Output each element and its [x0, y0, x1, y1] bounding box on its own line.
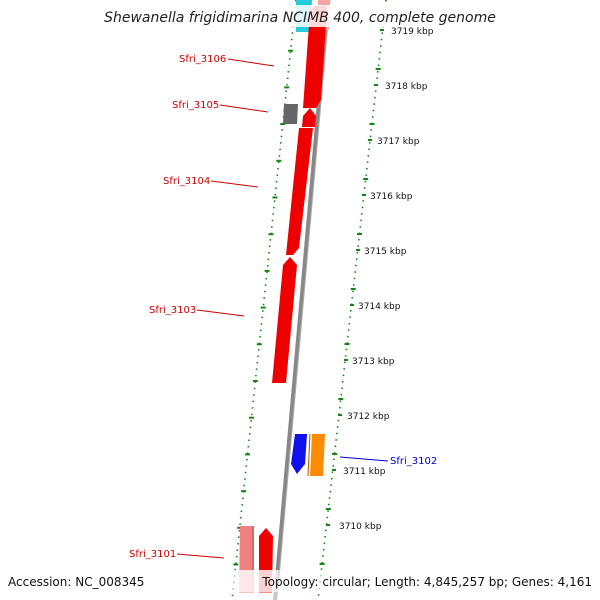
kbp-tick-label: 3717 kbp [377, 137, 420, 147]
kbp-tick-label: 3714 kbp [358, 302, 401, 312]
kbp-tick-label: 3710 kbp [339, 522, 382, 532]
footer-backdrop [0, 570, 600, 592]
gene-sfri-3105-grey[interactable] [283, 104, 298, 124]
accession-text: Accession: NC_008345 [8, 575, 144, 589]
label-sfri-3106[interactable]: Sfri_3106 [179, 54, 226, 65]
gene-sfri-3105-red[interactable] [302, 108, 316, 127]
label-sfri-3102[interactable]: Sfri_3102 [390, 456, 437, 467]
leader-sfri-3101 [176, 553, 225, 559]
title-backdrop [108, 5, 494, 27]
label-sfri-3105[interactable]: Sfri_3105 [172, 100, 219, 111]
label-sfri-3103[interactable]: Sfri_3103 [149, 305, 196, 316]
leader-sfri-3105 [219, 104, 269, 113]
gene-sfri-3103[interactable] [272, 257, 297, 383]
label-sfri-3104[interactable]: Sfri_3104 [163, 176, 210, 187]
leader-sfri-3103 [196, 309, 245, 317]
leader-sfri-3106 [227, 58, 275, 67]
leader-sfri-3102 [339, 456, 389, 462]
topology-summary-text: Topology: circular; Length: 4,845,257 bp… [261, 575, 592, 589]
gene-sfri-3102-blue[interactable] [291, 434, 307, 474]
right-guide-ticks [319, 13, 387, 565]
kbp-tick-label: 3715 kbp [364, 247, 407, 257]
kbp-tick-label: 3713 kbp [352, 357, 395, 367]
kbp-tick-label: 3719 kbp [391, 27, 434, 37]
page-title: Shewanella frigidimarina NCIMB 400, comp… [104, 10, 496, 26]
kbp-tick-label: 3716 kbp [370, 192, 413, 202]
gene-sfri-3102-orange[interactable] [310, 434, 325, 476]
kbp-tick-label: 3718 kbp [385, 82, 428, 92]
kbp-tick-label: 3711 kbp [343, 467, 386, 477]
gene-sfri-3104[interactable] [286, 128, 313, 255]
left-guide-ticks [233, 13, 298, 566]
gene-sfri-3102-edge [307, 433, 311, 477]
label-sfri-3101[interactable]: Sfri_3101 [129, 549, 176, 560]
gene-sfri-3106[interactable] [303, 6, 327, 108]
leader-sfri-3104 [210, 180, 259, 188]
kbp-tick-label: 3712 kbp [347, 412, 390, 422]
genome-backbone-shadow [276, 0, 331, 600]
kbp-ruler: 3719 kbp 3718 kbp 3717 kbp 3716 kbp 3715… [326, 27, 434, 532]
